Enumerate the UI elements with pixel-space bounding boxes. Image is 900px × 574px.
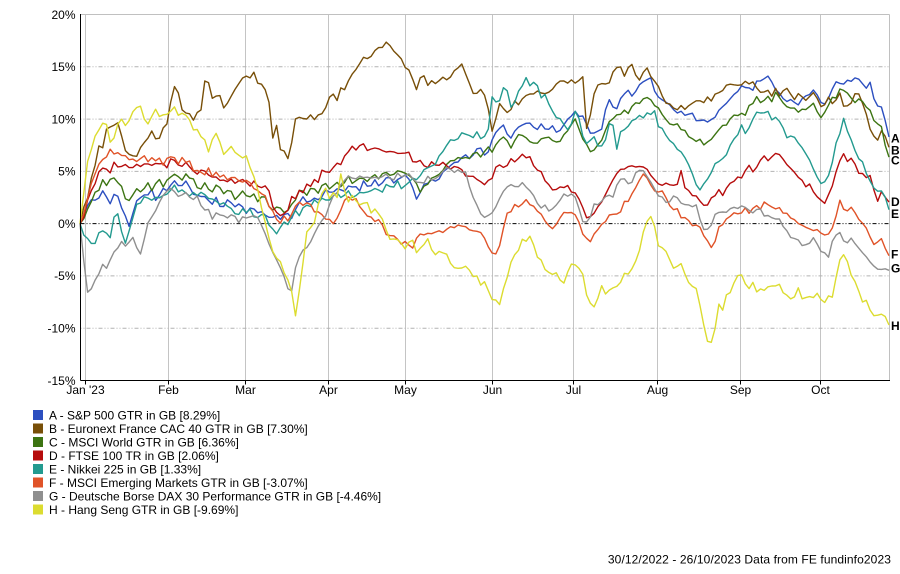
svg-text:10%: 10% bbox=[51, 112, 75, 126]
svg-text:B - Euronext France CAC 40 GTR: B - Euronext France CAC 40 GTR in GB [7.… bbox=[49, 422, 308, 436]
svg-text:Jul: Jul bbox=[566, 383, 581, 397]
svg-text:-15%: -15% bbox=[47, 374, 75, 388]
svg-text:B: B bbox=[891, 143, 900, 157]
svg-text:C - MSCI World GTR in GB [6.36: C - MSCI World GTR in GB [6.36%] bbox=[49, 435, 239, 449]
svg-text:15%: 15% bbox=[51, 60, 75, 74]
svg-text:Sep: Sep bbox=[730, 383, 752, 397]
svg-text:Jun: Jun bbox=[483, 383, 502, 397]
svg-text:May: May bbox=[394, 383, 417, 397]
svg-text:5%: 5% bbox=[58, 165, 76, 179]
svg-text:30/12/2022 - 26/10/2023 Data f: 30/12/2022 - 26/10/2023 Data from FE fun… bbox=[608, 553, 891, 567]
svg-text:D - FTSE 100 TR in GB [2.06%]: D - FTSE 100 TR in GB [2.06%] bbox=[49, 449, 219, 463]
svg-text:F - MSCI Emerging Markets GTR: F - MSCI Emerging Markets GTR in GB [-3.… bbox=[49, 476, 308, 490]
svg-text:-10%: -10% bbox=[47, 322, 75, 336]
svg-text:G: G bbox=[891, 262, 900, 276]
svg-text:Mar: Mar bbox=[235, 383, 256, 397]
svg-text:H - Hang Seng GTR in GB [-9.69: H - Hang Seng GTR in GB [-9.69%] bbox=[49, 503, 238, 517]
svg-text:Apr: Apr bbox=[319, 383, 338, 397]
svg-text:Oct: Oct bbox=[811, 383, 830, 397]
svg-text:A: A bbox=[891, 131, 900, 145]
svg-text:0%: 0% bbox=[58, 217, 76, 231]
svg-text:H: H bbox=[891, 319, 900, 333]
svg-text:E - Nikkei 225 in GB [1.33%]: E - Nikkei 225 in GB [1.33%] bbox=[49, 462, 201, 476]
svg-text:-5%: -5% bbox=[54, 269, 76, 283]
svg-text:D: D bbox=[891, 195, 900, 209]
svg-text:C: C bbox=[891, 153, 900, 167]
svg-text:A - S&P 500 GTR in GB [8.29%]: A - S&P 500 GTR in GB [8.29%] bbox=[49, 408, 220, 422]
svg-text:E: E bbox=[891, 207, 899, 221]
svg-text:Aug: Aug bbox=[647, 383, 668, 397]
svg-text:20%: 20% bbox=[51, 8, 75, 22]
svg-text:F: F bbox=[891, 247, 898, 261]
svg-text:G - Deutsche Borse DAX 30 Perf: G - Deutsche Borse DAX 30 Performance GT… bbox=[49, 489, 381, 503]
svg-text:Feb: Feb bbox=[158, 383, 179, 397]
svg-text:Jan '23: Jan '23 bbox=[66, 383, 105, 397]
